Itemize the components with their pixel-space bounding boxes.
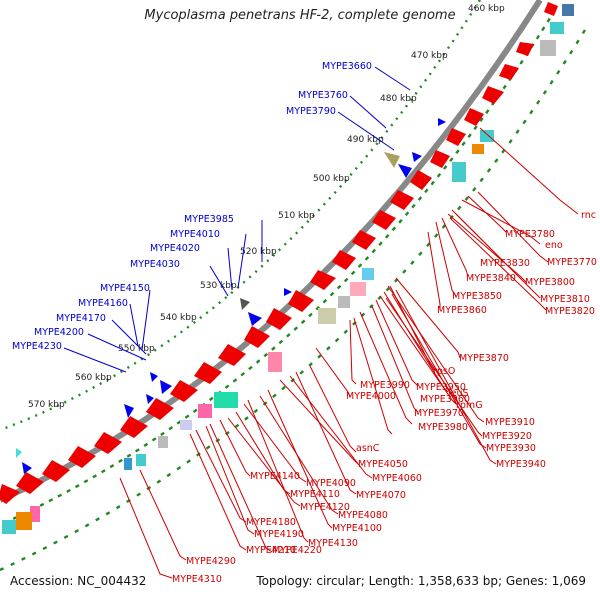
label-MYPE3790: MYPE3790 — [286, 106, 336, 117]
kbp-500: 500 kbp — [313, 174, 350, 184]
forward-labels: MYPE3660 MYPE3760 MYPE3790 MYPE3985 MYPE… — [12, 61, 372, 352]
label-MYPE3860: MYPE3860 — [437, 305, 487, 316]
genome-summary-text: Topology: circular; Length: 1,358,633 bp… — [256, 574, 586, 588]
label-MYPE3910: MYPE3910 — [485, 417, 535, 428]
label-MYPE3870: MYPE3870 — [459, 353, 509, 364]
reverse-labels: rnc MYPE3780 eno MYPE3770 MYPE3830 MYPE3… — [172, 210, 597, 585]
label-MYPE4060: MYPE4060 — [372, 473, 422, 484]
label-asnC: asnC — [356, 443, 380, 454]
label-MYPE3950: MYPE3950 — [416, 382, 466, 393]
label-MYPE4200: MYPE4200 — [34, 327, 84, 338]
label-MYPE3800: MYPE3800 — [525, 277, 575, 288]
label-MYPE3830: MYPE3830 — [480, 258, 530, 269]
outer-dotted-ring — [0, 0, 482, 432]
label-MYPE3840: MYPE3840 — [466, 273, 516, 284]
label-MYPE4140: MYPE4140 — [250, 471, 300, 482]
forward-leader-lines — [63, 66, 411, 373]
kbp-470: 470 kbp — [411, 51, 448, 61]
kbp-540: 540 kbp — [160, 313, 197, 323]
label-MYPE3970: MYPE3970 — [414, 408, 464, 419]
kbp-460: 460 kbp — [468, 4, 505, 14]
label-MYPE4090: MYPE4090 — [306, 478, 356, 489]
label-MYPE4170: MYPE4170 — [56, 313, 106, 324]
label-MYPE4160: MYPE4160 — [78, 298, 128, 309]
label-rpmG: rpmG — [456, 400, 483, 411]
label-MYPE3760: MYPE3760 — [298, 90, 348, 101]
label-rnc: rnc — [581, 210, 596, 221]
label-MYPE4190: MYPE4190 — [254, 529, 304, 540]
kbp-560: 560 kbp — [75, 373, 112, 383]
label-MYPE3660: MYPE3660 — [322, 61, 372, 72]
label-MYPE4050: MYPE4050 — [358, 459, 408, 470]
label-MYPE4130: MYPE4130 — [308, 538, 358, 549]
label-MYPE4230: MYPE4230 — [12, 341, 62, 352]
reverse-gene-track[interactable] — [0, 2, 558, 504]
map-title: Mycoplasma penetrans HF-2, complete geno… — [144, 8, 456, 23]
label-MYPE3990: MYPE3990 — [360, 380, 410, 391]
label-MYPE3780: MYPE3780 — [505, 229, 555, 240]
label-MYPE3850: MYPE3850 — [452, 291, 502, 302]
label-MYPE4120: MYPE4120 — [300, 502, 350, 513]
label-MYPE4220: MYPE4220 — [272, 545, 322, 556]
label-MYPE4020: MYPE4020 — [150, 243, 200, 254]
kbp-480: 480 kbp — [380, 94, 417, 104]
feature-track[interactable] — [2, 4, 574, 534]
label-MYPE4210: MYPE4210 — [246, 545, 296, 556]
label-MYPE3940: MYPE3940 — [496, 459, 546, 470]
kbp-550: 550 kbp — [118, 344, 155, 354]
kbp-570: 570 kbp — [28, 400, 65, 410]
label-MYPE3960: MYPE3960 — [420, 394, 470, 405]
label-MYPE4100: MYPE4100 — [332, 523, 382, 534]
reverse-leader-lines — [119, 127, 579, 579]
label-MYPE3980: MYPE3980 — [418, 422, 468, 433]
kbp-510: 510 kbp — [278, 211, 315, 221]
label-rpsO: rpsO — [433, 366, 455, 377]
inner-dotted-ring-1 — [0, 9, 557, 527]
scale-labels: 460 kbp 470 kbp 480 kbp 490 kbp 500 kbp … — [28, 4, 505, 410]
label-MYPE4290: MYPE4290 — [186, 556, 236, 567]
label-MYPE4110: MYPE4110 — [290, 489, 340, 500]
label-MYPE4010: MYPE4010 — [170, 229, 220, 240]
label-MYPE3820: MYPE3820 — [545, 306, 595, 317]
label-MYPE4070: MYPE4070 — [356, 490, 406, 501]
label-MYPE4080: MYPE4080 — [338, 510, 388, 521]
label-MYPE3930: MYPE3930 — [486, 443, 536, 454]
kbp-530: 530 kbp — [200, 281, 237, 291]
kbp-490: 490 kbp — [347, 135, 384, 145]
label-MYPE3770: MYPE3770 — [547, 257, 597, 268]
label-leuS: leuS — [448, 388, 469, 399]
label-eno: eno — [545, 240, 563, 251]
accession-text: Accession: NC_004432 — [10, 574, 147, 588]
label-MYPE4150: MYPE4150 — [100, 283, 150, 294]
label-MYPE4030: MYPE4030 — [130, 259, 180, 270]
label-MYPE3810: MYPE3810 — [540, 294, 590, 305]
label-MYPE3920: MYPE3920 — [482, 431, 532, 442]
label-MYPE4310: MYPE4310 — [172, 574, 222, 585]
label-MYPE3985: MYPE3985 — [184, 214, 234, 225]
label-MYPE4180: MYPE4180 — [246, 517, 296, 528]
label-MYPE4000: MYPE4000 — [346, 391, 396, 402]
forward-gene-track[interactable] — [16, 118, 446, 474]
kbp-520: 520 kbp — [240, 247, 277, 257]
